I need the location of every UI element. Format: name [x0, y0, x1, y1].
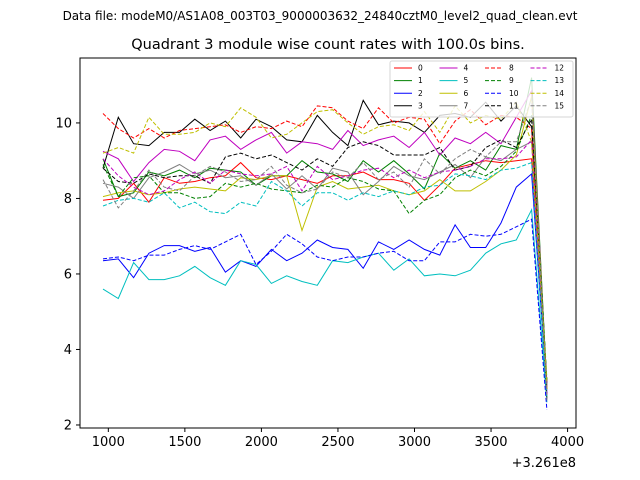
legend-label-11: 11 — [509, 101, 519, 110]
series-line-10 — [102, 218, 548, 410]
legend-label-4: 4 — [464, 64, 469, 73]
x-tick-label: 2000 — [245, 435, 278, 450]
series-line-13 — [102, 161, 548, 399]
legend-label-13: 13 — [555, 76, 565, 85]
legend-label-12: 12 — [555, 64, 565, 73]
x-tick-label: 2500 — [321, 435, 354, 450]
legend-label-8: 8 — [509, 64, 514, 73]
series-line-11 — [102, 117, 548, 399]
legend-label-6: 6 — [464, 89, 469, 98]
x-tick-label: 3000 — [398, 435, 431, 450]
y-tick-label: 10 — [55, 116, 72, 131]
y-tick-label: 4 — [64, 343, 72, 358]
series-line-12 — [102, 138, 548, 395]
x-offset-label: +3.261e8 — [512, 456, 576, 471]
data-file-suptitle: Data file: modeM0/AS1A08_003T03_90000036… — [63, 9, 578, 23]
plot-lines — [102, 77, 548, 410]
series-line-0 — [102, 158, 548, 382]
series-line-3 — [102, 99, 548, 384]
legend-label-7: 7 — [464, 101, 469, 110]
plot-frame — [79, 57, 577, 429]
y-tick-label: 8 — [64, 192, 72, 207]
series-line-5 — [102, 207, 548, 403]
legend-label-3: 3 — [418, 101, 423, 110]
legend-label-14: 14 — [555, 89, 565, 98]
x-tick-label: 1000 — [92, 435, 125, 450]
legend-label-10: 10 — [509, 89, 519, 98]
series-line-15 — [102, 98, 548, 401]
y-axis: 2 4 6 8 10 — [55, 116, 80, 433]
series-line-4 — [102, 89, 548, 388]
legend-label-5: 5 — [464, 76, 469, 85]
legend-box — [389, 60, 574, 118]
series-line-1 — [102, 77, 548, 390]
x-tick-label: 1500 — [168, 435, 201, 450]
chart-title: Quadrant 3 module wise count rates with … — [131, 37, 525, 53]
x-axis: 1000 1500 2000 2500 3000 3500 4000 — [92, 428, 584, 450]
legend-label-1: 1 — [418, 76, 423, 85]
series-line-7 — [102, 141, 548, 386]
y-tick-label: 2 — [64, 418, 72, 433]
legend-label-9: 9 — [509, 76, 514, 85]
series-line-9 — [102, 115, 548, 380]
legend-label-15: 15 — [555, 101, 565, 110]
y-tick-label: 6 — [64, 267, 72, 282]
series-line-2 — [102, 172, 548, 393]
series-line-8 — [102, 105, 548, 395]
x-tick-label: 4000 — [551, 435, 584, 450]
series-line-14 — [102, 101, 548, 384]
legend-label-0: 0 — [418, 64, 423, 73]
x-tick-label: 3500 — [474, 435, 507, 450]
series-line-6 — [102, 96, 548, 390]
legend-label-2: 2 — [418, 89, 423, 98]
